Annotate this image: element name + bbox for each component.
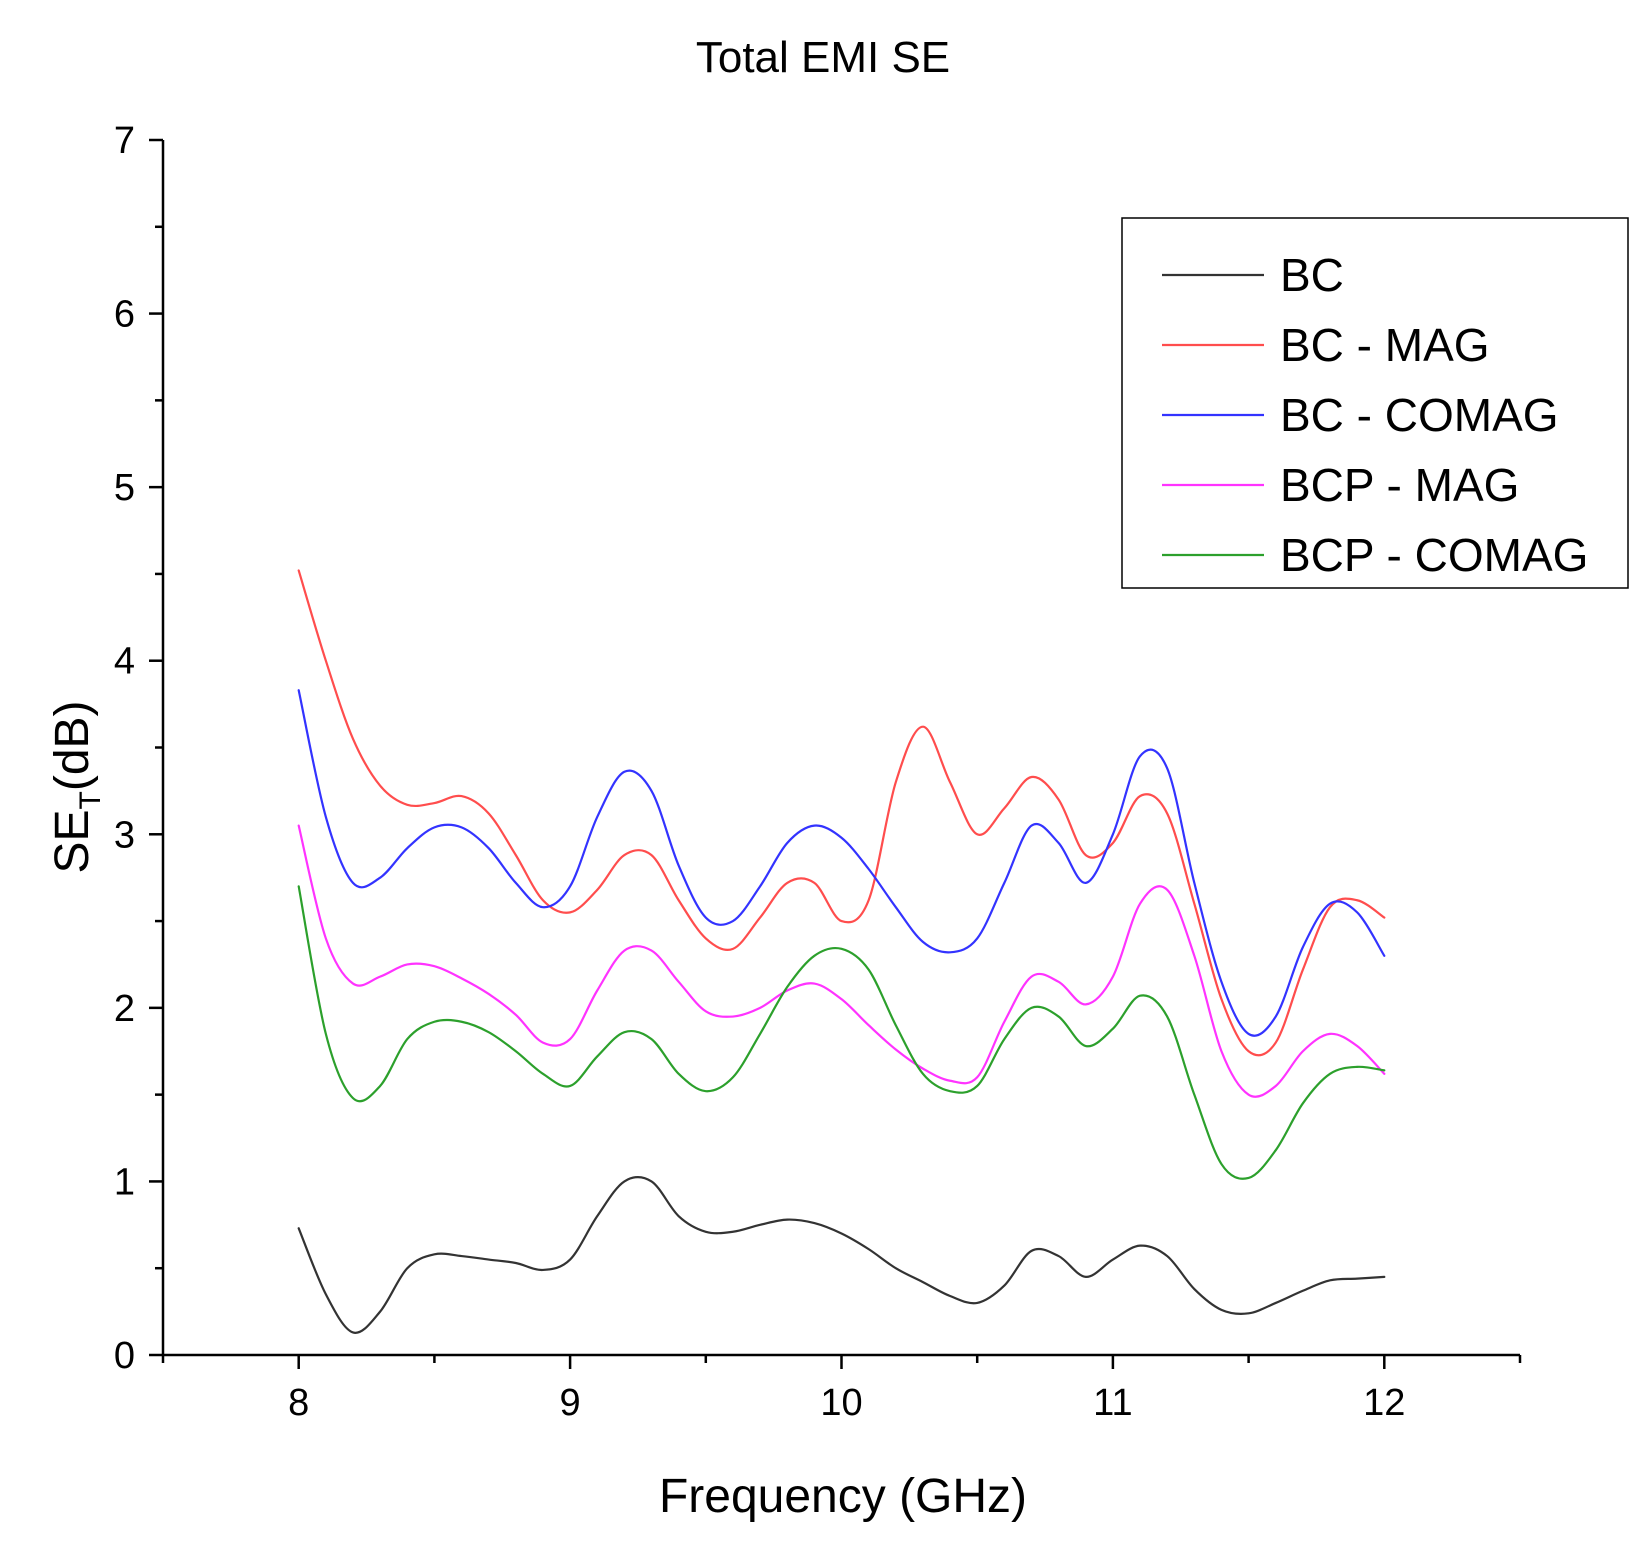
legend-label-bcp-comag: BCP - COMAG [1280,529,1588,581]
y-tick-label: 5 [114,467,135,509]
y-tick-label: 2 [114,988,135,1030]
y-tick-label: 4 [114,641,135,683]
chart-title: Total EMI SE [696,33,950,82]
y-tick-label: 3 [114,814,135,856]
series-line-bcp-comag [297,885,1386,1180]
legend-box [1121,217,1629,589]
series-line-bcp-mag [297,824,1386,1098]
legend-label-bc: BC [1280,249,1344,301]
y-axis-title-rest: (dB) [46,700,99,791]
legend-label-bcp-mag: BCP - MAG [1280,459,1519,511]
y-tick-label: 6 [114,294,135,336]
x-tick-label: 11 [1093,1382,1132,1424]
y-tick-label: 0 [114,1335,135,1377]
x-tick-label: 8 [288,1382,309,1424]
legend: BC BC - MAG BC - COMAG BCP - MAG BCP - COMAG [1121,217,1629,589]
y-tick-label: 1 [114,1161,135,1203]
series-group [297,569,1386,1334]
y-axis-title-main: SE [46,809,99,873]
legend-label-bc-comag: BC - COMAG [1280,389,1559,441]
x-axis-title: Frequency (GHz) [659,1470,1027,1523]
y-tick-label: 7 [114,120,135,162]
svg-text:SET(dB): SET(dB) [46,700,107,873]
legend-label-bc-mag: BC - MAG [1280,319,1490,371]
x-tick-label: 10 [820,1382,862,1424]
series-line-bc-mag [297,569,1386,1057]
series-line-bc-comag [297,689,1386,1037]
x-tick-label: 12 [1363,1382,1405,1424]
y-axis-title: SET(dB) [46,700,107,873]
y-axis-title-sub: T [74,791,107,809]
x-tick-label: 9 [560,1382,581,1424]
series-line-bc [297,1175,1386,1334]
